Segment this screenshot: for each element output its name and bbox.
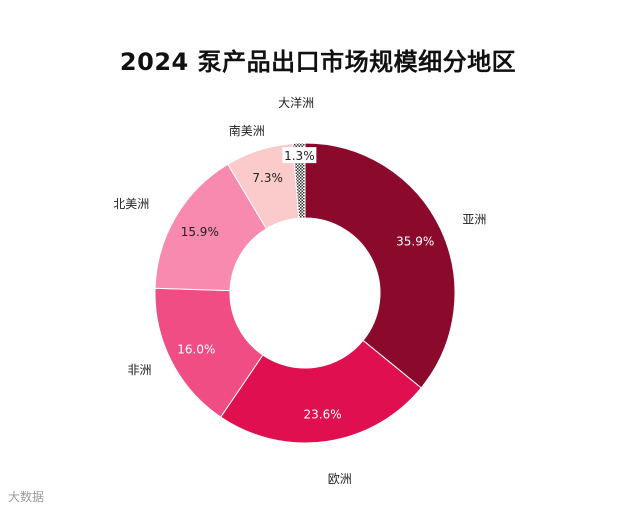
footer-watermark: 大数据 bbox=[8, 490, 45, 504]
donut-labels: 35.9% 亚洲 23.6% 欧洲 16.0% 非洲 15.9% 北美洲 7.3% 南美洲 1.3%… bbox=[113, 95, 486, 486]
slice-1 bbox=[219, 339, 422, 444]
slice-value-label-bg-5 bbox=[282, 147, 317, 164]
slice-name-label-3: 北美洲 bbox=[113, 197, 149, 211]
chart-title: 2024 泵产品出口市场规模细分地区 bbox=[119, 48, 517, 76]
slice-value-label-4: 7.3% bbox=[252, 171, 283, 185]
slice-value-label-1: 23.6% bbox=[304, 408, 342, 422]
slice-name-label-0: 亚洲 bbox=[462, 212, 486, 226]
slice-value-label-0: 35.9% bbox=[396, 235, 434, 249]
slice-0 bbox=[304, 142, 456, 389]
slice-name-label-5: 大洋洲 bbox=[278, 95, 314, 110]
slice-name-label-4: 南美洲 bbox=[229, 123, 265, 138]
slice-name-label-1: 欧洲 bbox=[328, 472, 352, 486]
slice-name-label-2: 非洲 bbox=[128, 363, 152, 377]
slice-value-label-3: 15.9% bbox=[181, 225, 219, 239]
donut-slices bbox=[154, 142, 456, 444]
slice-value-label-5: 1.3% bbox=[284, 149, 315, 163]
slice-value-label-2: 16.0% bbox=[177, 342, 215, 356]
